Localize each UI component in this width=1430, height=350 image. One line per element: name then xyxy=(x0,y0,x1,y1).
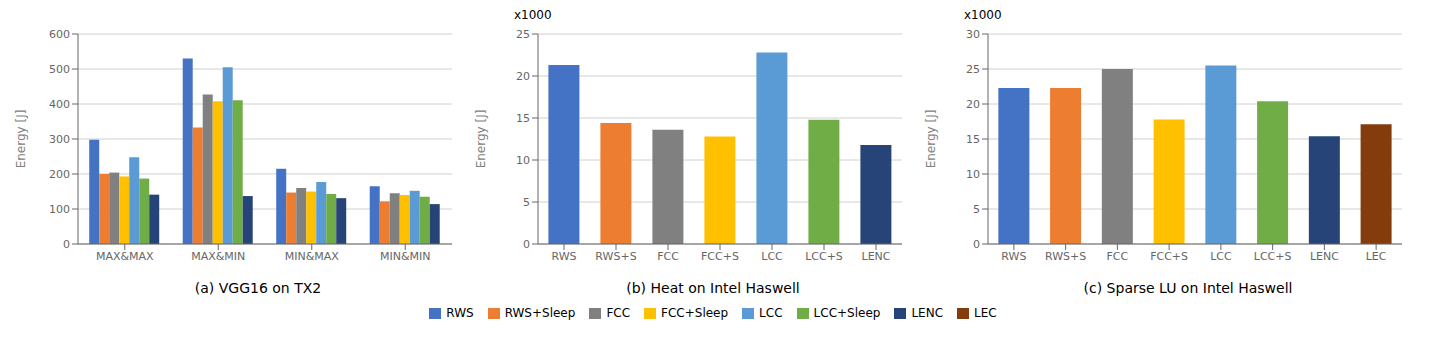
html-text:FCC: FCC xyxy=(606,306,630,320)
html-text:FCC+Sleep: FCC+Sleep xyxy=(661,306,729,320)
svg-text:15: 15 xyxy=(966,133,980,146)
svg-text:200: 200 xyxy=(49,168,70,181)
svg-text:600: 600 xyxy=(49,28,70,41)
svg-text:Energy [J]: Energy [J] xyxy=(474,110,488,169)
svg-text:0: 0 xyxy=(523,238,530,251)
svg-text:FCC+S: FCC+S xyxy=(701,250,739,263)
svg-text:LENC: LENC xyxy=(862,250,891,263)
svg-text:RWS+S: RWS+S xyxy=(1045,250,1086,263)
html-text:(a) VGG16 on TX2: (a) VGG16 on TX2 xyxy=(194,280,322,296)
svg-text:RWS: RWS xyxy=(551,250,576,263)
svg-text:MAX&MAX: MAX&MAX xyxy=(96,250,154,263)
svg-text:100: 100 xyxy=(49,203,70,216)
html-text:x1000: x1000 xyxy=(514,8,552,22)
svg-text:300: 300 xyxy=(49,133,70,146)
svg-text:30: 30 xyxy=(966,28,980,41)
html-text:LCC: LCC xyxy=(759,306,783,320)
svg-text:400: 400 xyxy=(49,98,70,111)
html-text:RWS+Sleep: RWS+Sleep xyxy=(504,306,576,320)
svg-text:5: 5 xyxy=(973,203,980,216)
html-text:LEC: LEC xyxy=(974,306,997,320)
svg-text:FCC: FCC xyxy=(1107,250,1129,263)
svg-text:FCC: FCC xyxy=(657,250,679,263)
svg-text:Energy [J]: Energy [J] xyxy=(924,110,938,169)
svg-text:5: 5 xyxy=(523,196,530,209)
html-text:x1000: x1000 xyxy=(964,8,1002,22)
html-text:(b) Heat on Intel Haswell: (b) Heat on Intel Haswell xyxy=(626,280,800,296)
svg-text:15: 15 xyxy=(516,112,530,125)
svg-text:LCC+S: LCC+S xyxy=(805,250,843,263)
html-text:LENC: LENC xyxy=(911,306,943,320)
svg-text:0: 0 xyxy=(973,238,980,251)
svg-text:LCC+S: LCC+S xyxy=(1254,250,1292,263)
svg-text:RWS+S: RWS+S xyxy=(595,250,636,263)
svg-text:LEC: LEC xyxy=(1366,250,1387,263)
svg-text:10: 10 xyxy=(966,168,980,181)
svg-text:MIN&MAX: MIN&MAX xyxy=(285,250,340,263)
html-text:RWS: RWS xyxy=(446,306,474,320)
svg-text:RWS: RWS xyxy=(1001,250,1026,263)
svg-text:FCC+S: FCC+S xyxy=(1150,250,1188,263)
svg-text:25: 25 xyxy=(516,28,530,41)
svg-text:500: 500 xyxy=(49,63,70,76)
svg-text:LCC: LCC xyxy=(1210,250,1232,263)
svg-text:LCC: LCC xyxy=(761,250,783,263)
svg-text:MIN&MIN: MIN&MIN xyxy=(380,250,431,263)
html-text:LCC+Sleep: LCC+Sleep xyxy=(813,306,881,320)
svg-text:20: 20 xyxy=(966,98,980,111)
html-text:(c) Sparse LU on Intel Haswell: (c) Sparse LU on Intel Haswell xyxy=(1083,280,1293,296)
svg-text:25: 25 xyxy=(966,63,980,76)
svg-text:20: 20 xyxy=(516,70,530,83)
svg-text:LENC: LENC xyxy=(1310,250,1339,263)
svg-text:10: 10 xyxy=(516,154,530,167)
svg-text:MAX&MIN: MAX&MIN xyxy=(191,250,245,263)
svg-text:0: 0 xyxy=(63,238,70,251)
svg-text:Energy [J]: Energy [J] xyxy=(14,110,28,169)
